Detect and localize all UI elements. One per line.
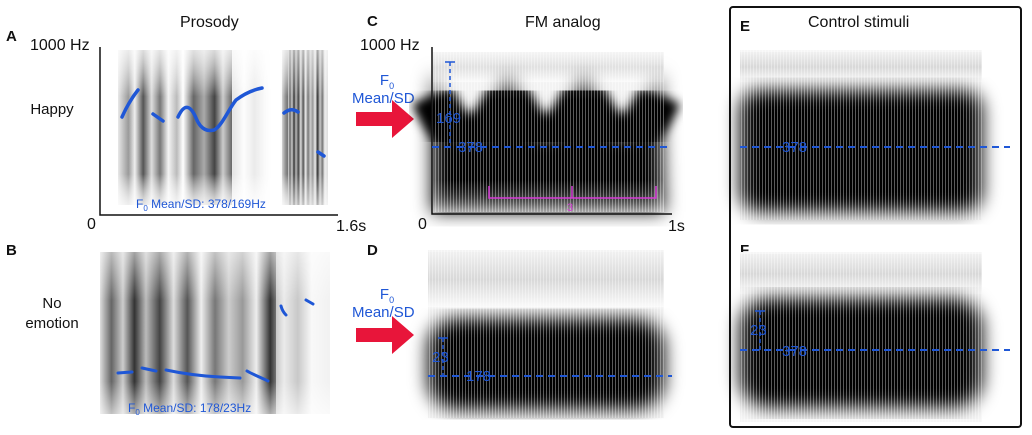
panel-f-sd-value: 23 — [750, 322, 767, 339]
arrow-top — [356, 100, 414, 138]
panel-b-spectrogram — [100, 252, 330, 414]
arrow-bottom-meansd: Mean/SD — [352, 304, 415, 321]
panel-d-spectrogram — [428, 250, 664, 418]
panel-e-mean-value: 378 — [782, 139, 807, 156]
fm-ymax-label: 1000 Hz — [360, 37, 420, 54]
fm-xmax-label: 1s — [668, 218, 685, 235]
condition-happy-label: Happy — [30, 101, 74, 118]
prosody-title: Prosody — [180, 14, 239, 31]
fm-x0-label: 0 — [418, 216, 427, 233]
prosody-x0-label: 0 — [87, 216, 96, 233]
panel-c-period-value: 3 — [567, 202, 573, 214]
arrow-top-sub: 0 — [389, 81, 395, 91]
panel-d-mean-value: 178 — [466, 368, 491, 385]
control-stimuli-title: Control stimuli — [808, 14, 910, 31]
panel-a-spectrogram — [118, 50, 328, 205]
panel-a-f0-contour — [120, 86, 326, 158]
panel-b-f0-contour — [116, 298, 315, 383]
arrow-top-f0: F0 — [377, 72, 397, 91]
panel-label-b: B — [6, 242, 17, 259]
condition-neutral-line2: emotion — [25, 315, 79, 332]
panel-c-period-bracket — [488, 186, 657, 199]
panel-d-sd-value: 23 — [432, 349, 449, 366]
prosody-ymax-label: 1000 Hz — [30, 37, 90, 54]
control-stimuli-box — [729, 6, 1022, 428]
panel-label-f: F — [740, 242, 750, 259]
panel-label-c: C — [367, 13, 378, 30]
condition-neutral-label: No emotion — [22, 294, 82, 334]
panel-a-axes — [99, 47, 338, 216]
arrow-top-f: F — [379, 72, 390, 89]
panel-c-sd-value: 169 — [436, 110, 461, 127]
arrow-bottom — [356, 316, 414, 354]
fm-analog-title: FM analog — [525, 14, 601, 31]
panel-label-a: A — [6, 28, 17, 45]
panel-f-mean-value: 378 — [782, 343, 807, 360]
panel-label-e: E — [740, 18, 751, 35]
panel-f-spectrogram — [740, 252, 982, 422]
condition-neutral-line1: No — [42, 295, 62, 312]
panel-c-mean-value: 378 — [458, 139, 483, 156]
panel-c-axes — [431, 47, 672, 215]
arrow-bottom-f: F — [379, 286, 390, 303]
panel-a-meansd-note: F0 Mean/SD: 378/169Hz — [136, 197, 266, 213]
arrow-bottom-sub: 0 — [389, 295, 395, 305]
panel-b-meansd-note: F0 Mean/SD: 178/23Hz — [128, 401, 251, 417]
panel-e-spectrogram — [740, 50, 982, 220]
arrow-bottom-f0: F0 — [377, 286, 397, 305]
panel-label-d: D — [367, 242, 378, 259]
panel-c-spectrogram — [411, 41, 681, 212]
prosody-xmax-label: 1.6s — [336, 218, 367, 235]
arrow-top-meansd: Mean/SD — [352, 90, 415, 107]
